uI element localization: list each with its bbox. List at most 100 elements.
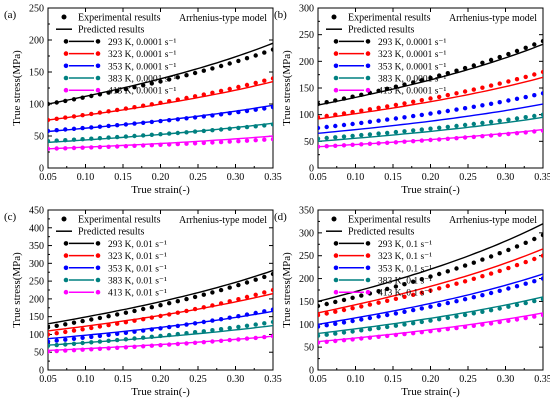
y-tick-label: 350 [29, 241, 44, 252]
x-tick-label: 0.30 [227, 374, 245, 385]
experimental-point [350, 109, 355, 115]
experimental-point [514, 262, 520, 268]
experimental-point [236, 314, 241, 319]
x-tick-label: 0.35 [534, 374, 550, 385]
y-tick-label: 100 [29, 100, 44, 111]
experimental-point [167, 342, 172, 347]
experimental-point [506, 318, 511, 323]
experimental-point [97, 110, 103, 115]
legend-marker-dot [365, 51, 371, 56]
experimental-point [367, 302, 373, 307]
experimental-point [227, 285, 232, 290]
legend-marker-dot [95, 253, 101, 258]
y-tick-label: 250 [29, 277, 44, 288]
experimental-point [184, 331, 189, 336]
experimental-point [523, 45, 528, 50]
x-axis-label: True strain(-) [401, 386, 460, 398]
experimental-point [175, 331, 180, 337]
experimental-point [227, 315, 232, 320]
experimental-point [333, 299, 338, 305]
x-tick-label: 0.05 [39, 172, 57, 183]
experimental-point [80, 95, 85, 100]
experimental-point [123, 345, 129, 350]
experimental-point [184, 116, 189, 121]
experimental-point [80, 145, 85, 150]
experimental-point [532, 113, 537, 119]
experimental-point [367, 315, 373, 321]
legend-marker-dot [365, 39, 371, 44]
experimental-point [48, 146, 51, 151]
experimental-point [514, 48, 520, 54]
experimental-point [123, 122, 129, 127]
experimental-point [262, 321, 267, 326]
legend-marker-dot [95, 241, 101, 246]
experimental-point [80, 327, 85, 332]
experimental-point [71, 137, 77, 142]
experimental-point [63, 337, 68, 342]
experimental-point [480, 257, 485, 262]
experimental-point [158, 326, 163, 331]
legend-label-experimental: Experimental results [78, 215, 161, 226]
experimental-point [253, 124, 258, 129]
experimental-point [488, 321, 494, 326]
experimental-point [318, 144, 321, 149]
experimental-point [445, 300, 450, 306]
y-tick-label: 200 [29, 294, 44, 305]
experimental-point [376, 131, 381, 136]
experimental-point [488, 271, 494, 276]
experimental-point [115, 134, 120, 140]
experimental-point [167, 301, 172, 306]
experimental-point [63, 342, 68, 347]
experimental-point [253, 292, 258, 297]
experimental-point [324, 135, 329, 141]
experimental-point [71, 341, 77, 346]
experimental-point [262, 137, 267, 142]
experimental-point [497, 100, 502, 105]
experimental-point [89, 340, 94, 345]
experimental-point [80, 137, 85, 142]
x-tick-label: 0.20 [152, 374, 170, 385]
x-tick-label: 0.05 [309, 374, 327, 385]
experimental-point [236, 139, 241, 144]
experimental-point [437, 110, 442, 115]
experimental-point [106, 109, 111, 114]
series-group [318, 223, 543, 345]
experimental-point [227, 86, 232, 92]
experimental-point [419, 306, 424, 311]
experimental-point [540, 296, 543, 302]
experimental-point [175, 341, 180, 347]
panel-d: 0.05 0.10 0.15 0.20 0.25 0.30 0.35 0 50 100 150 200… [274, 206, 550, 399]
legend-marker-dot [365, 289, 371, 295]
experimental-point [80, 335, 85, 340]
experimental-point [48, 339, 51, 344]
experimental-point [80, 318, 85, 324]
experimental-point [540, 112, 543, 117]
x-tick-label: 0.10 [347, 374, 365, 385]
legend-marker-dot [63, 63, 69, 69]
y-tick-label: 0 [309, 366, 314, 377]
experimental-point [270, 271, 273, 277]
experimental-point [318, 333, 321, 338]
experimental-point [419, 138, 424, 143]
experimental-point [462, 122, 468, 128]
experimental-point [89, 145, 94, 150]
x-tick-label: 0.25 [459, 374, 477, 385]
experimental-point [341, 134, 347, 139]
experimental-point [54, 138, 59, 143]
experimental-point [123, 337, 129, 342]
experimental-point [428, 111, 433, 116]
experimental-point [123, 86, 129, 92]
legend-marker-dot [95, 75, 101, 81]
experimental-point [523, 281, 528, 286]
x-tick-label: 0.35 [534, 172, 550, 183]
experimental-point [488, 254, 494, 259]
experimental-point [341, 111, 347, 116]
x-tick-label: 0.25 [459, 172, 477, 183]
experimental-point [540, 232, 543, 238]
experimental-point [141, 335, 146, 340]
experimental-point [454, 266, 459, 271]
legend-marker-dot [365, 63, 371, 69]
experimental-point [462, 106, 468, 111]
